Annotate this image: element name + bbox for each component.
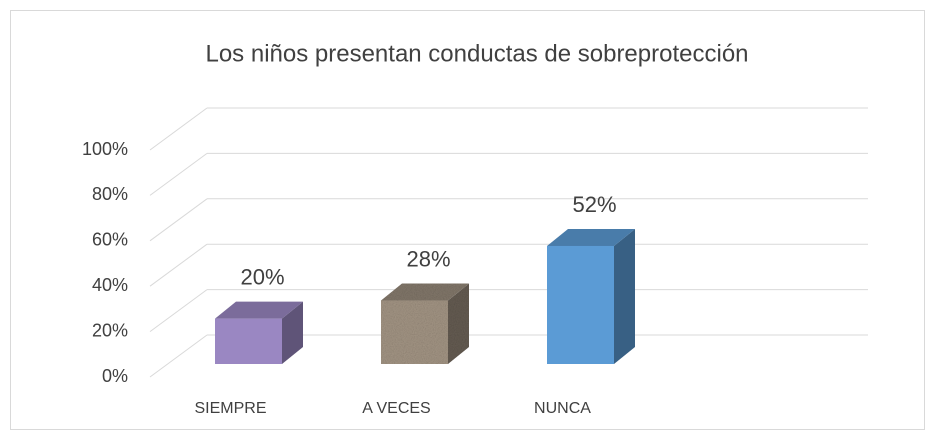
- bar-top: [381, 283, 469, 301]
- bar: [215, 318, 282, 364]
- grid-line: [149, 334, 208, 378]
- grid-line: [149, 243, 208, 287]
- y-tick-label: 100%: [82, 139, 128, 159]
- data-label: 28%: [406, 246, 450, 271]
- bar-top: [215, 301, 303, 319]
- bar-side: [282, 301, 303, 364]
- bar-top: [547, 228, 635, 246]
- bar: [547, 245, 614, 364]
- grid-line: [149, 152, 208, 196]
- grid-line: [149, 107, 208, 151]
- chart-frame: [10, 10, 925, 430]
- chart-title: Los niños presentan conductas de sobrepr…: [205, 40, 748, 67]
- bar-side: [614, 228, 635, 364]
- y-tick-label: 60%: [92, 230, 128, 250]
- y-tick-label: 40%: [92, 275, 128, 295]
- data-label: 20%: [240, 264, 284, 289]
- y-tick-label: 20%: [92, 320, 128, 340]
- data-label: 52%: [572, 192, 616, 217]
- x-tick-label: SIEMPRE: [194, 400, 266, 417]
- x-tick-label: NUNCA: [534, 400, 591, 417]
- x-tick-label: A VECES: [362, 400, 430, 417]
- grid-line: [149, 289, 208, 333]
- y-tick-label: 80%: [92, 184, 128, 204]
- grid-line: [149, 198, 208, 242]
- y-tick-label: 0%: [102, 366, 128, 386]
- bar: [381, 300, 448, 364]
- bar-side: [448, 283, 469, 364]
